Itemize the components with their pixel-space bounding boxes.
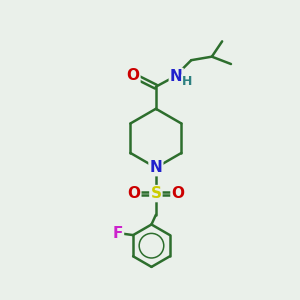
- Text: O: O: [172, 186, 184, 201]
- Text: O: O: [126, 68, 140, 83]
- Text: S: S: [150, 186, 161, 201]
- Text: F: F: [112, 226, 123, 241]
- Text: N: N: [149, 160, 162, 175]
- Text: N: N: [170, 69, 183, 84]
- Text: H: H: [182, 75, 193, 88]
- Text: O: O: [127, 186, 140, 201]
